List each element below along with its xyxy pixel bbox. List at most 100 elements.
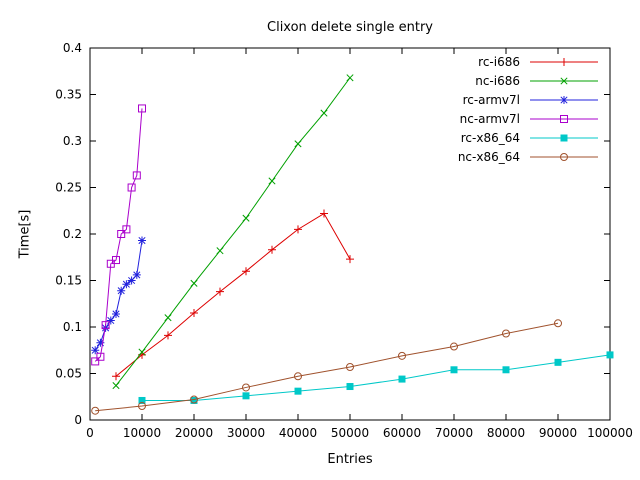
x-tick-label: 10000 — [123, 426, 161, 440]
marker-plus — [294, 225, 302, 234]
legend: rc-i686 nc-i686 rc-armv7l nc-armv7l rc-x86_6… — [458, 55, 598, 164]
x-tick-label: 0 — [86, 426, 94, 440]
x-tick-label: 100000 — [587, 426, 633, 440]
marker-square-filled — [606, 351, 614, 359]
marker-plus — [216, 287, 224, 296]
marker-asterisk — [91, 346, 99, 354]
marker-square-filled — [398, 375, 406, 383]
series-nc-i686 — [112, 74, 354, 390]
y-tick-label: 0.1 — [63, 320, 82, 334]
series-nc-armv7l — [91, 104, 146, 366]
y-tick-label: 0.25 — [55, 181, 82, 195]
marker-square-open — [112, 256, 120, 265]
x-tick-label: 50000 — [331, 426, 369, 440]
marker-plus — [560, 58, 568, 66]
marker-cross — [346, 74, 354, 82]
y-tick-label: 0.05 — [55, 367, 82, 381]
marker-plus — [164, 331, 172, 340]
marker-square-open — [127, 183, 136, 192]
marker-asterisk — [112, 310, 120, 318]
legend-label: rc-i686 — [478, 55, 520, 69]
series-nc-x86_64 — [91, 319, 562, 415]
series-line — [94, 108, 143, 362]
y-tick-label: 0 — [74, 413, 82, 427]
marker-asterisk — [122, 280, 130, 288]
marker-square-open — [560, 115, 568, 123]
marker-circle-open — [138, 402, 146, 411]
marker-square-filled — [560, 134, 568, 142]
marker-square-open — [122, 225, 131, 234]
x-tick-label: 30000 — [227, 426, 265, 440]
marker-plus — [346, 255, 354, 264]
x-tick-label: 40000 — [279, 426, 317, 440]
marker-cross — [560, 77, 568, 85]
y-tick-label: 0.15 — [55, 274, 82, 288]
marker-square-filled — [294, 387, 302, 395]
marker-square-open — [132, 171, 141, 180]
x-tick-label: 80000 — [487, 426, 525, 440]
chart-title: Clixon delete single entry — [267, 20, 433, 35]
marker-cross — [320, 109, 328, 117]
axis-ticks — [89, 47, 611, 421]
legend-label: nc-x86_64 — [458, 150, 520, 164]
marker-square-open — [91, 357, 100, 366]
series-line — [95, 322, 559, 412]
marker-square-filled — [502, 366, 510, 374]
series-rc-armv7l — [91, 236, 146, 355]
marker-circle-open — [91, 406, 100, 415]
y-tick-label: 0.2 — [63, 227, 82, 241]
x-tick-label: 60000 — [383, 426, 421, 440]
series-line — [115, 77, 351, 386]
marker-plus — [320, 209, 328, 218]
marker-square-open — [138, 104, 146, 113]
marker-circle-open — [560, 153, 568, 161]
marker-circle-open — [502, 329, 510, 338]
marker-circle-open — [294, 372, 302, 381]
marker-square-open — [101, 321, 110, 330]
marker-circle-open — [190, 395, 198, 404]
marker-cross — [112, 382, 120, 390]
marker-circle-open — [346, 362, 354, 371]
x-tick-label: 70000 — [435, 426, 473, 440]
marker-square-open — [117, 230, 126, 238]
marker-circle-open — [554, 319, 562, 328]
marker-square-open — [96, 352, 105, 361]
marker-asterisk — [128, 276, 136, 285]
marker-square-filled — [190, 396, 198, 404]
y-tick-label: 0.35 — [55, 88, 82, 102]
x-tick-label: 90000 — [539, 426, 577, 440]
marker-square-filled — [554, 358, 562, 366]
series-rc-x86_64 — [138, 351, 614, 404]
y-tick-label: 0.4 — [63, 41, 82, 55]
marker-plus — [190, 309, 198, 318]
legend-label: nc-armv7l — [460, 112, 520, 126]
x-axis-label: Entries — [327, 452, 373, 467]
marker-plus — [112, 372, 120, 381]
series-line — [142, 354, 611, 401]
x-tick-label: 20000 — [175, 426, 213, 440]
marker-cross — [164, 314, 172, 322]
plot-border — [89, 47, 611, 421]
marker-circle-open — [242, 383, 250, 392]
marker-circle-open — [398, 351, 406, 360]
marker-asterisk — [117, 287, 125, 295]
series-line — [115, 212, 351, 377]
series-rc-i686 — [112, 209, 354, 381]
marker-cross — [294, 140, 302, 148]
marker-cross — [268, 177, 276, 185]
marker-asterisk — [133, 271, 141, 279]
legend-label: rc-armv7l — [463, 93, 520, 107]
marker-square-filled — [450, 366, 458, 374]
marker-square-filled — [242, 392, 250, 400]
marker-plus — [242, 267, 250, 276]
marker-square-filled — [346, 383, 354, 391]
marker-cross — [138, 348, 146, 356]
legend-label: rc-x86_64 — [461, 131, 520, 145]
marker-asterisk — [138, 236, 146, 245]
marker-cross — [190, 279, 198, 287]
marker-cross — [242, 214, 250, 222]
legend-label: nc-i686 — [475, 74, 520, 88]
marker-square-filled — [138, 396, 146, 404]
